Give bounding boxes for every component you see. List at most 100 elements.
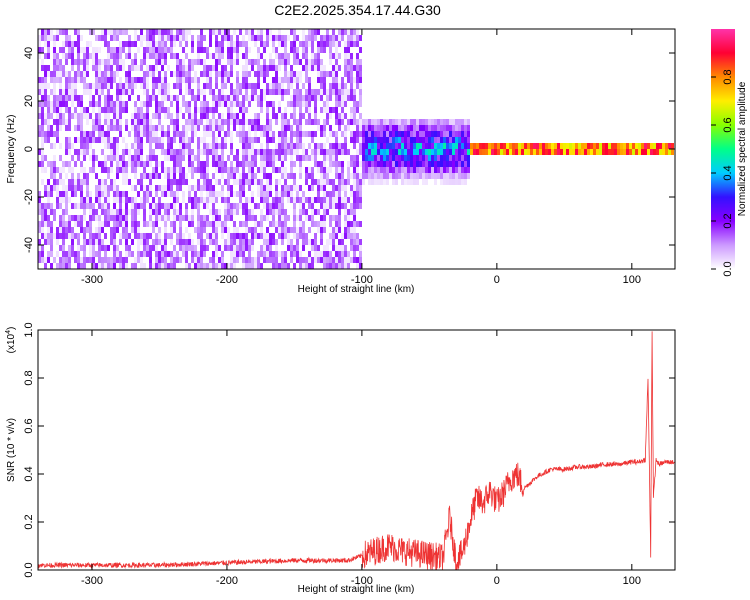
heatmap-cell [59, 257, 62, 263]
heatmap-cell [62, 161, 65, 167]
heatmap-cell [263, 245, 266, 251]
heatmap-cell [44, 83, 47, 89]
heatmap-cell [368, 125, 371, 131]
heatmap-cell [44, 191, 47, 197]
heatmap-cell [110, 83, 113, 89]
heatmap-cell [227, 185, 230, 191]
heatmap-cell [188, 65, 191, 71]
heatmap-cell [179, 107, 182, 113]
heatmap-cell [398, 119, 401, 125]
heatmap-cell [389, 137, 392, 143]
heatmap-cell [215, 149, 218, 155]
heatmap-cell [272, 137, 275, 143]
heatmap-cell [95, 119, 98, 125]
heatmap-cell [164, 221, 167, 227]
heatmap-cell [155, 191, 158, 197]
heatmap-cell [269, 185, 272, 191]
heatmap-cell [440, 125, 443, 131]
heatmap-cell [53, 59, 56, 65]
heatmap-cell [158, 101, 161, 107]
heatmap-cell [359, 143, 362, 149]
heatmap-cell [344, 209, 347, 215]
heatmap-cell [200, 251, 203, 257]
heatmap-cell [68, 233, 71, 239]
heatmap-cell [335, 131, 338, 137]
heatmap-cell [323, 107, 326, 113]
heatmap-cell [77, 35, 80, 41]
heatmap-cell [95, 209, 98, 215]
heatmap-cell [263, 197, 266, 203]
heatmap-cell [347, 77, 350, 83]
heatmap-cell [293, 35, 296, 41]
heatmap-cell [164, 107, 167, 113]
heatmap-cell [80, 263, 83, 269]
heatmap-cell [251, 35, 254, 41]
heatmap-cell [65, 233, 68, 239]
heatmap-cell [329, 83, 332, 89]
heatmap-cell [614, 149, 617, 155]
heatmap-cell [74, 113, 77, 119]
heatmap-cell [356, 173, 359, 179]
heatmap-cell [224, 239, 227, 245]
heatmap-cell [533, 149, 536, 155]
heatmap-cell [323, 209, 326, 215]
heatmap-cell [131, 203, 134, 209]
heatmap-cell [230, 65, 233, 71]
heatmap-cell [374, 161, 377, 167]
heatmap-cell [149, 101, 152, 107]
heatmap-cell [269, 137, 272, 143]
heatmap-cell [44, 95, 47, 101]
heatmap-cell [257, 167, 260, 173]
heatmap-cell [125, 41, 128, 47]
heatmap-cell [293, 263, 296, 269]
heatmap-cell [248, 95, 251, 101]
heatmap-cell [308, 107, 311, 113]
heatmap-cell [437, 119, 440, 125]
heatmap-cell [176, 239, 179, 245]
heatmap-cell [284, 185, 287, 191]
heatmap-cell [251, 125, 254, 131]
heatmap-cell [335, 77, 338, 83]
heatmap-cell [92, 137, 95, 143]
heatmap-cell [224, 245, 227, 251]
heatmap-cell [50, 191, 53, 197]
heatmap-cell [368, 161, 371, 167]
heatmap-cell [62, 191, 65, 197]
colorbar-label: Normalized spectral amplitude [737, 81, 748, 216]
heatmap-cell [272, 47, 275, 53]
heatmap-cell [251, 227, 254, 233]
heatmap-cell [41, 257, 44, 263]
heatmap-cell [422, 179, 425, 185]
heatmap-cell [338, 125, 341, 131]
heatmap-cell [134, 113, 137, 119]
heatmap-cell [176, 65, 179, 71]
heatmap-cell [326, 251, 329, 257]
heatmap-cell [74, 89, 77, 95]
heatmap-cell [89, 29, 92, 35]
heatmap-cell [194, 125, 197, 131]
heatmap-cell [56, 101, 59, 107]
heatmap-cell [107, 197, 110, 203]
heatmap-cell [140, 65, 143, 71]
heatmap-cell [308, 143, 311, 149]
heatmap-cell [299, 185, 302, 191]
heatmap-cell [272, 221, 275, 227]
heatmap-cell [344, 29, 347, 35]
heatmap-cell [170, 119, 173, 125]
heatmap-cell [146, 233, 149, 239]
heatmap-cell [380, 137, 383, 143]
heatmap-cell [314, 65, 317, 71]
heatmap-cell [356, 77, 359, 83]
heatmap-cell [113, 113, 116, 119]
heatmap-cell [320, 65, 323, 71]
heatmap-cell [47, 257, 50, 263]
heatmap-cell [203, 197, 206, 203]
heatmap-cell [344, 137, 347, 143]
heatmap-cell [221, 53, 224, 59]
heatmap-cell [383, 161, 386, 167]
heatmap-cell [104, 191, 107, 197]
heatmap-cell [260, 245, 263, 251]
heatmap-cell [302, 191, 305, 197]
heatmap-cell [158, 53, 161, 59]
heatmap-cell [350, 185, 353, 191]
